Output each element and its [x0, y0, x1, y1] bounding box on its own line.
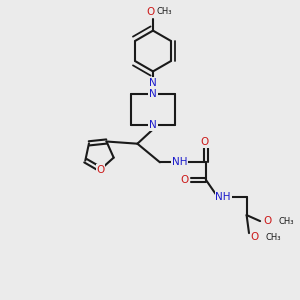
Text: O: O — [181, 175, 189, 185]
Text: N: N — [149, 120, 157, 130]
Text: NH: NH — [172, 157, 187, 167]
Text: O: O — [263, 216, 272, 226]
Text: O: O — [250, 232, 259, 242]
Text: CH₃: CH₃ — [278, 217, 294, 226]
Text: O: O — [146, 7, 155, 17]
Text: N: N — [149, 89, 157, 99]
Text: CH₃: CH₃ — [266, 232, 281, 242]
Text: O: O — [96, 165, 105, 175]
Text: N: N — [149, 78, 157, 88]
Text: NH: NH — [215, 192, 231, 202]
Text: CH₃: CH₃ — [157, 8, 172, 16]
Text: O: O — [201, 137, 209, 147]
